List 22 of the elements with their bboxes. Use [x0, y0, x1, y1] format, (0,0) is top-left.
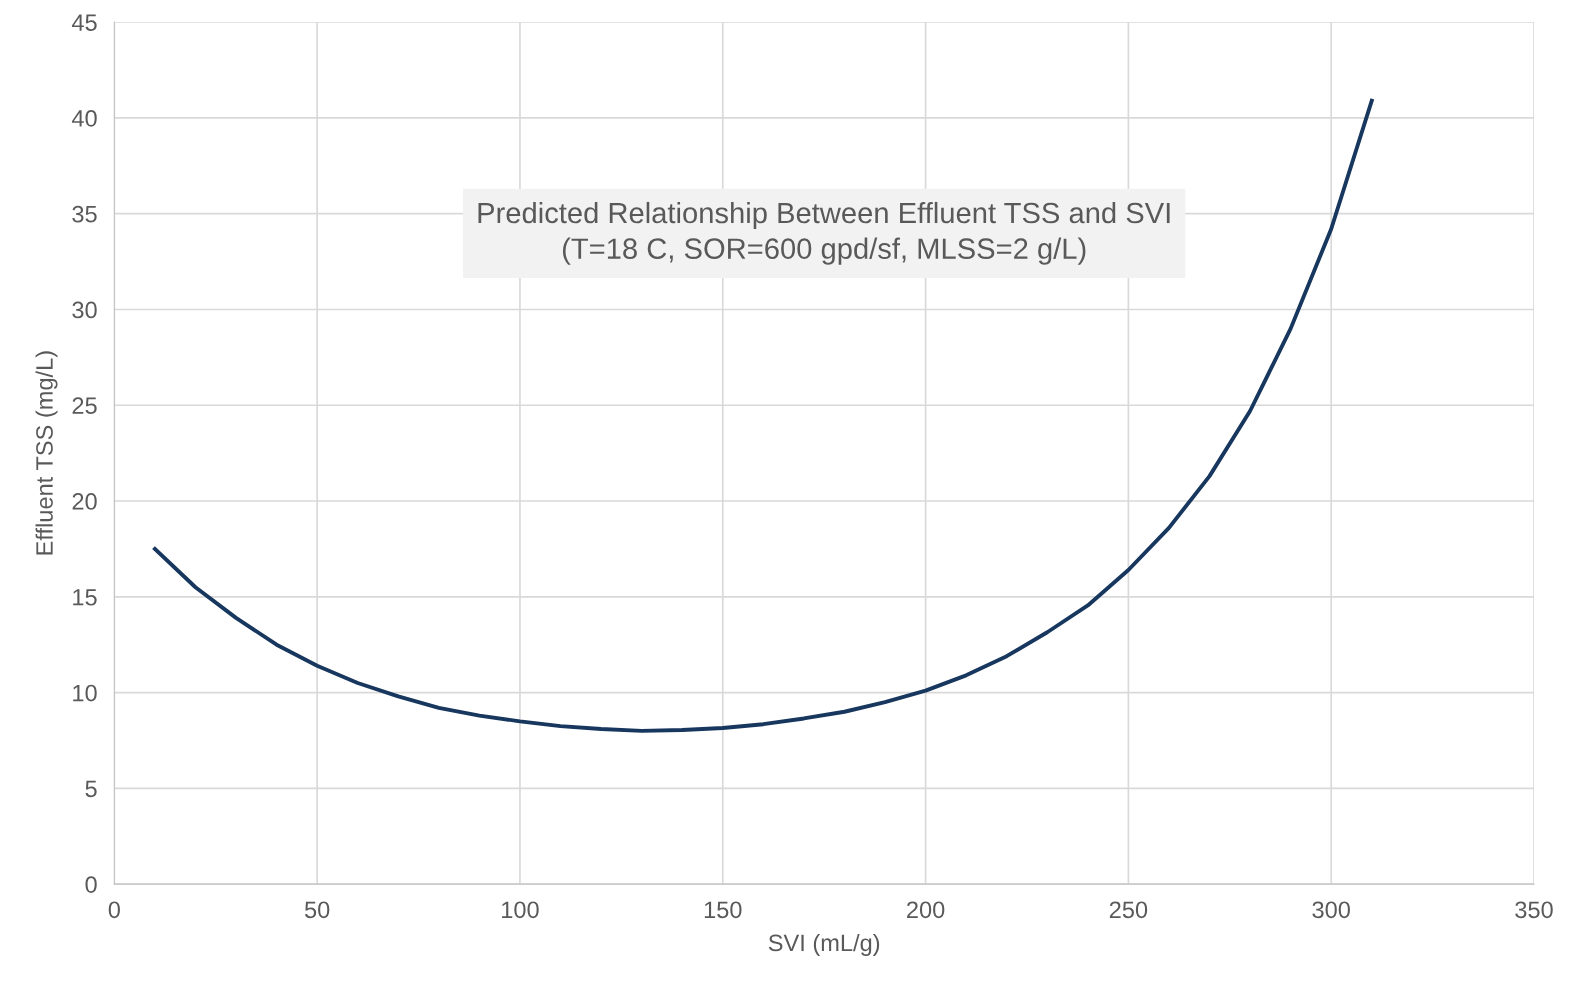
- y-axis-title: Effluent TSS (mg/L): [35, 351, 58, 555]
- y-tick-label: 30: [72, 301, 97, 319]
- x-axis-title: SVI (mL/g): [768, 933, 880, 956]
- x-tick-label: 200: [907, 901, 945, 919]
- x-tick-label: 250: [1109, 901, 1148, 919]
- x-tick-label: 300: [1312, 901, 1350, 919]
- x-tick-label: 350: [1515, 901, 1553, 919]
- x-tick-label: 0: [108, 901, 120, 919]
- y-tick-label: 5: [85, 780, 97, 798]
- y-tick-label: 45: [71, 14, 97, 31]
- y-tick-label: 40: [71, 110, 97, 127]
- y-tick-label: 20: [72, 493, 97, 510]
- line-series: [152, 98, 1374, 733]
- y-tick-label: 25: [72, 397, 97, 415]
- y-tick-label: 15: [73, 589, 97, 606]
- y-tick-label: 35: [72, 205, 97, 223]
- x-tick-label: 100: [502, 901, 539, 919]
- x-tick-label: 50: [304, 901, 330, 919]
- y-tick-label: 0: [85, 876, 97, 893]
- text: Predicted Relationship Between Effluent TSS and SVI (T=18 C, SOR=600 gpd/sf, MLSS=2 g/L): [478, 201, 1170, 265]
- y-tick-label: 10: [73, 684, 97, 702]
- x-tick-label: 150: [704, 901, 742, 919]
